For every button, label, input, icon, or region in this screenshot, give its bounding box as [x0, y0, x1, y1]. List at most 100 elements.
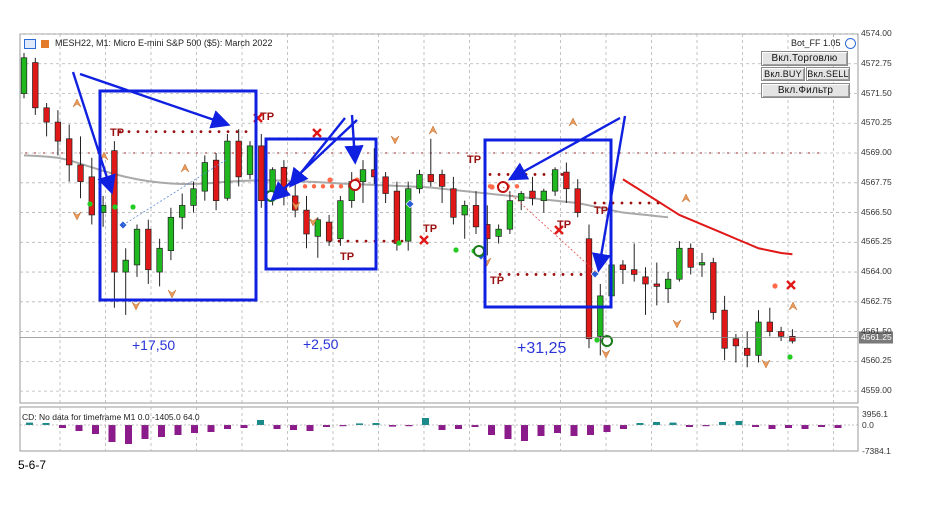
grid-dot	[574, 152, 576, 154]
symbol-label: MESH22, M1: Micro E-mini S&P 500 ($5): M…	[55, 38, 273, 48]
arrow-down-icon	[761, 359, 771, 369]
grid-dot	[718, 152, 720, 154]
tp-dot	[337, 239, 341, 243]
candle-body	[212, 159, 220, 201]
grid-dot	[160, 152, 162, 154]
grid-dot	[664, 152, 666, 154]
price-tick-label: 4562.75	[861, 295, 892, 306]
arrow-down-icon	[672, 319, 682, 329]
entry-dot	[329, 184, 335, 189]
histogram-bar	[141, 425, 149, 439]
histogram-bar	[521, 425, 528, 441]
red-dot	[327, 177, 333, 183]
candle-body	[359, 169, 367, 182]
grid-dot	[583, 152, 585, 154]
histogram-bar	[504, 425, 512, 439]
annotation-boxes	[71, 71, 627, 309]
grid-dot	[286, 152, 288, 154]
histogram-bar	[603, 425, 611, 432]
green-dot	[87, 201, 93, 207]
tp-dot	[172, 130, 176, 134]
tp-dot	[364, 239, 368, 243]
close-x-icon	[786, 280, 796, 290]
price-tick-label: 4566.50	[861, 206, 892, 217]
grid-dot	[736, 152, 738, 154]
candle-body	[664, 278, 672, 290]
histogram-bar	[26, 422, 33, 425]
grid-dot	[520, 152, 522, 154]
tp-dot	[579, 273, 583, 276]
grid-dot	[169, 152, 171, 154]
candle-body	[698, 262, 706, 266]
tp-dot	[647, 201, 651, 205]
price-tick-label: 4574.00	[861, 28, 892, 38]
grid-dot	[646, 152, 648, 154]
candle-body	[461, 205, 468, 216]
candle-body	[314, 219, 321, 237]
histogram-bar	[75, 425, 83, 431]
chart-header: MESH22, M1: Micro E-mini S&P 500 ($5): M…	[24, 38, 272, 49]
grid-dot	[601, 152, 603, 154]
histogram-bar	[191, 425, 198, 433]
histogram-bar	[422, 418, 429, 425]
trade-line	[122, 159, 227, 226]
histogram-bar	[389, 425, 396, 427]
enable-filter-button[interactable]: Вкл.Фильтр	[761, 83, 850, 98]
grid-dot	[43, 152, 45, 154]
smiley-icon	[845, 38, 857, 50]
histogram-bar	[273, 425, 281, 429]
tp-dot	[560, 173, 564, 176]
tp-dot	[524, 173, 528, 176]
tp-dot	[136, 130, 140, 134]
green-dot	[130, 204, 136, 210]
candle-body	[337, 200, 344, 240]
grid-dot	[277, 152, 279, 154]
enable-sell-button[interactable]: Вкл.SELL	[806, 67, 850, 81]
tp-label: TP	[423, 223, 437, 235]
candle-body	[777, 331, 785, 337]
enable-buy-button[interactable]: Вкл.BUY	[761, 67, 805, 81]
red-dot	[772, 283, 778, 289]
grid-dot	[799, 152, 801, 154]
grid-dot	[772, 152, 774, 154]
grid-dot	[106, 152, 108, 154]
annotation-arrow	[270, 119, 358, 202]
grid-dot	[502, 152, 504, 154]
annotation-arrow	[507, 116, 621, 181]
candle-body	[179, 205, 186, 218]
arrow-down-icon	[291, 201, 301, 211]
tp-dot	[620, 201, 624, 205]
candle-body	[563, 171, 570, 190]
arrow-down-icon	[72, 211, 82, 221]
grid-dot	[385, 152, 387, 154]
entry-dot	[320, 184, 326, 189]
tp-label: TP	[467, 154, 481, 166]
histogram-bar	[257, 420, 264, 425]
tp-dot	[506, 173, 510, 176]
green-dot	[112, 204, 118, 210]
tp-dot	[244, 130, 248, 134]
grid-dot	[403, 152, 405, 154]
grid-dot	[448, 152, 450, 154]
histogram-bar	[834, 425, 842, 428]
price-tick-label: 4572.75	[861, 57, 892, 68]
histogram-bar	[290, 425, 297, 430]
histogram-bar	[42, 423, 50, 425]
grid-dot	[763, 152, 765, 154]
tp-dot	[199, 130, 203, 134]
candle-body	[325, 221, 333, 242]
grid-dot	[745, 152, 747, 154]
histogram-bar	[537, 425, 545, 436]
price-tick-label: 4559.00	[861, 385, 892, 396]
histogram-bar	[405, 425, 413, 427]
entry-dot	[302, 184, 308, 189]
indicator-tick-label: 0.0	[862, 420, 874, 430]
grid-dot	[466, 152, 468, 154]
price-tick-label: 4570.25	[861, 117, 892, 128]
tp-dot	[154, 130, 158, 134]
annotation-arrow	[344, 114, 364, 165]
enable-trading-button[interactable]: Вкл.Торговлю	[761, 51, 848, 66]
profit-label-2: +2,50	[303, 336, 339, 352]
histogram-bar	[669, 422, 677, 425]
grid-dot	[304, 152, 306, 154]
